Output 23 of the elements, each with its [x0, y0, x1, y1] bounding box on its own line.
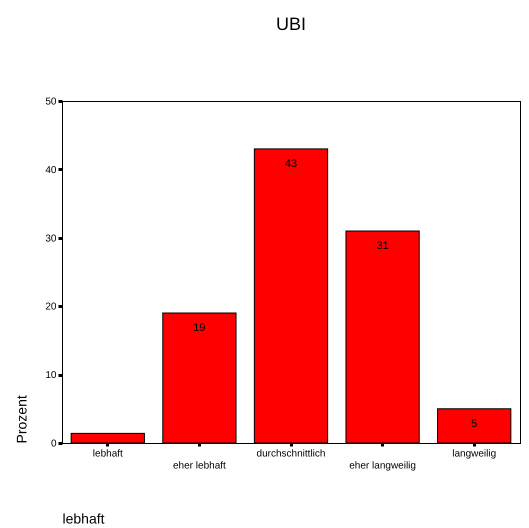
- y-tick-label: 30: [45, 233, 57, 244]
- x-axis-title: lebhaft: [62, 510, 105, 526]
- x-tick-label: lebhaft: [92, 448, 124, 460]
- x-tick-label: eher lebhaft: [172, 460, 226, 472]
- bar: [437, 408, 512, 444]
- bar: [345, 230, 420, 444]
- bar: [162, 312, 237, 444]
- x-tick-label: langweilig: [452, 448, 496, 460]
- y-tick-label: 50: [45, 96, 57, 108]
- y-tick-label: 10: [45, 370, 57, 382]
- bar: [70, 432, 145, 444]
- chart-title: UBI: [276, 14, 306, 34]
- data-label: 43: [284, 158, 298, 170]
- y-tick-label: 20: [45, 302, 57, 313]
- y-tick-label: 0: [50, 438, 57, 450]
- x-tick-label: eher langweilig: [349, 460, 416, 472]
- bar: [254, 148, 328, 444]
- x-tick-label: durchschnittlich: [256, 448, 326, 460]
- y-axis-title: Prozent: [13, 395, 30, 444]
- y-tick-label: 40: [45, 164, 57, 176]
- data-label: 31: [376, 240, 389, 252]
- data-label: 19: [193, 322, 206, 334]
- data-label: 5: [471, 418, 478, 430]
